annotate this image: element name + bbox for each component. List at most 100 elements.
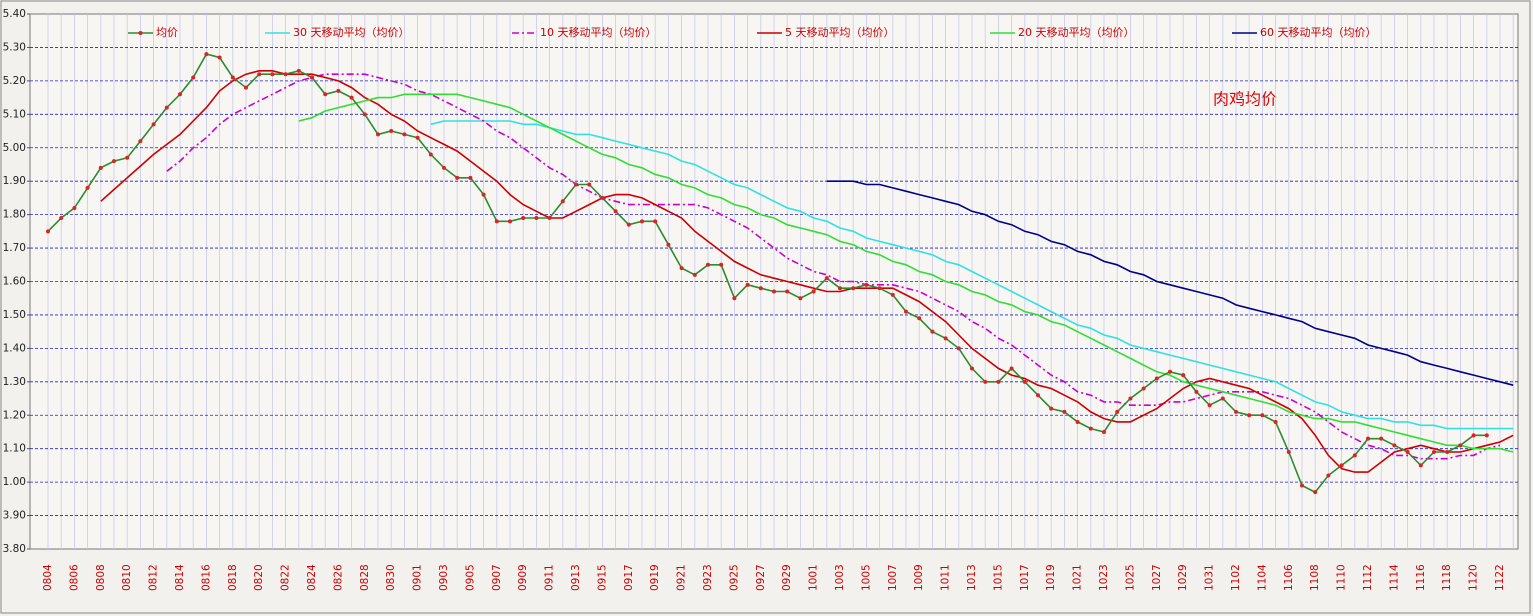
- point-marker: [930, 329, 935, 334]
- x-tick-label: 1007: [887, 564, 899, 591]
- x-tick-label: 0903: [438, 564, 450, 591]
- point-marker: [125, 155, 130, 160]
- x-tick-label: 0921: [676, 564, 688, 591]
- y-tick-label: 1.10: [3, 443, 26, 455]
- point-marker: [230, 75, 235, 80]
- point-marker: [1458, 443, 1463, 448]
- x-tick-label: 1001: [808, 564, 820, 591]
- x-tick-label: 0923: [702, 564, 714, 591]
- x-tick-label: 0905: [464, 564, 476, 591]
- x-tick-label: 1015: [992, 564, 1004, 591]
- x-tick-label: 1027: [1151, 564, 1163, 591]
- point-marker: [706, 262, 710, 267]
- x-tick-label: 1021: [1072, 564, 1084, 591]
- point-marker: [138, 139, 143, 144]
- point-marker: [178, 92, 182, 97]
- point-marker: [98, 165, 103, 170]
- y-tick-label: 3.80: [3, 543, 26, 555]
- point-marker: [1102, 429, 1106, 434]
- y-tick-label: 1.70: [3, 242, 26, 254]
- point-marker: [772, 289, 776, 294]
- point-marker: [1181, 373, 1186, 378]
- point-marker: [1418, 463, 1423, 468]
- point-marker: [442, 165, 446, 170]
- point-marker: [1484, 433, 1489, 438]
- series-line: [100, 70, 1514, 473]
- point-marker: [1194, 389, 1199, 394]
- point-marker: [59, 215, 64, 220]
- point-marker: [970, 366, 974, 371]
- point-marker: [521, 215, 526, 220]
- point-marker: [151, 122, 156, 127]
- x-tick-label: 0907: [491, 564, 503, 591]
- x-tick-label: 1009: [913, 564, 925, 591]
- x-tick-label: 1118: [1441, 564, 1453, 591]
- point-marker: [1088, 426, 1093, 431]
- x-tick-label: 1019: [1045, 564, 1057, 591]
- point-marker: [494, 219, 499, 224]
- point-marker: [468, 175, 473, 180]
- x-tick-label: 0826: [332, 564, 344, 591]
- point-marker: [692, 272, 697, 277]
- point-marker: [376, 132, 380, 137]
- x-tick-label: 0808: [95, 564, 107, 591]
- point-marker: [1220, 396, 1225, 401]
- point-marker: [534, 215, 539, 220]
- point-marker: [745, 282, 750, 287]
- point-marker: [864, 282, 869, 287]
- point-marker: [626, 222, 631, 227]
- point-marker: [1128, 396, 1133, 401]
- x-tick-label: 0804: [42, 564, 54, 591]
- y-tick-label: 5.30: [3, 41, 26, 53]
- point-marker: [640, 219, 644, 224]
- point-marker: [838, 286, 842, 291]
- y-tick-label: 1.90: [3, 175, 26, 187]
- series-line: [430, 120, 1514, 430]
- point-marker: [943, 336, 948, 341]
- point-marker: [824, 276, 829, 281]
- point-marker: [389, 129, 394, 134]
- y-tick-label: 5.10: [3, 108, 26, 120]
- series-line: [826, 180, 1514, 386]
- y-tick-label: 1.20: [3, 409, 26, 421]
- point-marker: [983, 379, 988, 384]
- y-tick-label: 1.80: [3, 209, 26, 221]
- point-marker: [547, 215, 552, 220]
- x-tick-label: 0824: [306, 564, 318, 591]
- point-marker: [402, 132, 407, 137]
- point-marker: [1009, 366, 1014, 371]
- point-marker: [270, 72, 275, 77]
- point-marker: [600, 195, 605, 200]
- point-marker: [613, 209, 618, 214]
- point-marker: [349, 95, 354, 100]
- point-marker: [481, 192, 486, 197]
- point-marker: [1115, 409, 1120, 414]
- x-tick-label: 1003: [834, 564, 846, 591]
- point-marker: [323, 92, 328, 97]
- point-marker: [1300, 483, 1304, 488]
- series-line: [166, 73, 1501, 460]
- point-marker: [1405, 450, 1410, 455]
- x-tick-label: 0814: [174, 564, 186, 591]
- point-marker: [1062, 409, 1067, 414]
- x-tick-label: 0818: [227, 564, 239, 591]
- point-marker: [719, 262, 724, 267]
- y-tick-label: 5.40: [3, 8, 26, 20]
- y-tick-label: 1.00: [3, 476, 26, 488]
- point-marker: [1432, 450, 1436, 455]
- y-tick-label: 1.60: [3, 276, 26, 288]
- point-marker: [164, 105, 169, 110]
- legend-label: 20 天移动平均（均价）: [1018, 26, 1135, 39]
- x-tick-label: 0929: [781, 564, 793, 591]
- point-marker: [428, 152, 433, 157]
- point-marker: [1313, 490, 1318, 495]
- point-marker: [574, 182, 578, 187]
- x-tick-label: 1104: [1256, 564, 1268, 591]
- x-tick-label: 0816: [200, 564, 212, 591]
- x-tick-label: 1122: [1494, 564, 1506, 591]
- point-marker: [890, 292, 895, 297]
- x-tick-label: 1112: [1362, 564, 1374, 591]
- point-marker: [46, 229, 50, 234]
- point-marker: [587, 182, 592, 187]
- y-tick-label: 3.90: [3, 510, 26, 522]
